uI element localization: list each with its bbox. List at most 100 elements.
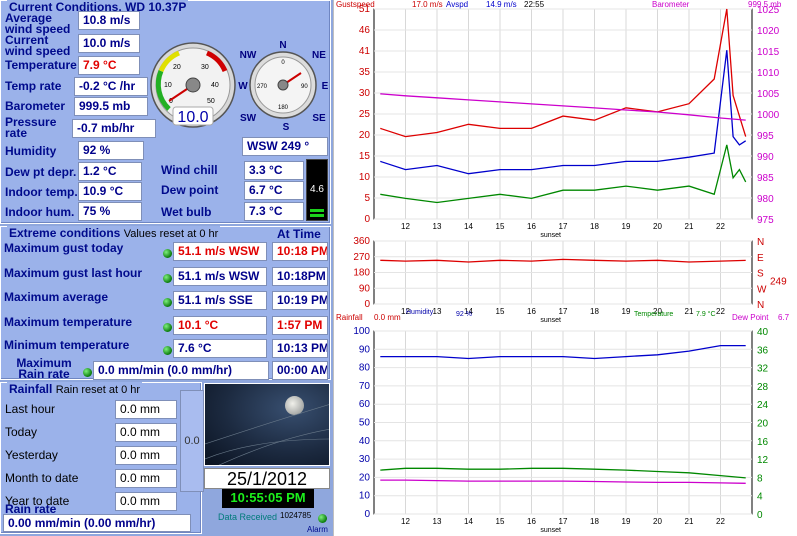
header-temp-value: 7.9 °C bbox=[696, 310, 716, 318]
x-tick-label: 22 bbox=[716, 307, 725, 316]
dew-depression-value: 1.2 °C bbox=[78, 162, 142, 181]
y-right-tick-label: W bbox=[757, 284, 767, 295]
alarm-label: Alarm bbox=[307, 525, 328, 534]
y-left-tick-label: 51 bbox=[359, 4, 371, 15]
direction-line-0 bbox=[380, 258, 746, 263]
alarm-led[interactable] bbox=[318, 514, 327, 523]
header-time: 22:55 bbox=[524, 0, 545, 9]
compass-w: W bbox=[238, 81, 248, 92]
rain-row-label: Today bbox=[5, 425, 38, 439]
x-tick-label: 20 bbox=[653, 307, 662, 316]
extreme-row-label: Minimum temperature bbox=[4, 338, 130, 352]
y-left-tick-label: 0 bbox=[364, 214, 370, 225]
header-dew-label: Dew Point bbox=[732, 313, 769, 322]
gauge-value: 10.0 bbox=[177, 109, 208, 126]
current-conditions-title: Current Conditions, WD 10.37P bbox=[7, 0, 189, 14]
extreme-row-time: 00:00 AM bbox=[272, 361, 328, 380]
x-tick-label: 20 bbox=[653, 222, 662, 231]
y-right-tick-label: 1025 bbox=[757, 5, 780, 16]
x-tick-label: 21 bbox=[685, 517, 694, 526]
gauge-tick-10: 10 bbox=[164, 82, 172, 89]
y-left-tick-label: 180 bbox=[353, 268, 370, 279]
extreme-conditions-panel: Extreme conditions Values reset at 0 hr … bbox=[0, 226, 331, 380]
y-left-tick-label: 50 bbox=[359, 418, 371, 429]
x-tick-label: 19 bbox=[622, 307, 631, 316]
y-right-tick-label: 12 bbox=[757, 455, 769, 466]
weather-graphs[interactable]: 12 13 14 15 16 17 18 19 20 21 22sunset051015202530… bbox=[334, 0, 797, 536]
series-line-3 bbox=[380, 93, 746, 121]
x-tick-label: 17 bbox=[559, 222, 568, 231]
rain-row-value: 0.0 mm bbox=[115, 469, 177, 488]
wind-chill-label: Wind chill bbox=[161, 163, 218, 177]
x-tick-label: 19 bbox=[622, 517, 631, 526]
y-left-tick-label: 30 bbox=[359, 454, 371, 465]
extreme-row-time: 10:19 PM bbox=[272, 291, 328, 310]
humidity-value: 92 % bbox=[78, 141, 144, 160]
x-tick-label: 18 bbox=[590, 222, 599, 231]
compass-sw: SW bbox=[240, 113, 257, 124]
rain-row-value: 0.0 mm bbox=[115, 400, 177, 419]
y-left-tick-label: 360 bbox=[353, 236, 370, 247]
at-time-header: At Time bbox=[277, 227, 321, 241]
y-left-tick-label: 20 bbox=[359, 472, 371, 483]
header-rain-value: 0.0 mm bbox=[374, 313, 401, 322]
x-tick-label: 16 bbox=[527, 517, 536, 526]
compass-se: SE bbox=[312, 113, 326, 124]
moon-icon bbox=[285, 396, 304, 415]
y-left-tick-label: 270 bbox=[353, 252, 370, 263]
compass-n: N bbox=[279, 40, 286, 51]
extreme-row-label: Maximum Rain rate bbox=[16, 356, 72, 381]
rain-rate-label: Rain rate bbox=[5, 502, 57, 516]
x-tick-label: 21 bbox=[685, 307, 694, 316]
extreme-row-indicator bbox=[163, 323, 172, 332]
x-tick-label: 14 bbox=[464, 222, 473, 231]
gauge-tick-0: 0 bbox=[169, 98, 173, 105]
y-right-tick-label: 20 bbox=[757, 419, 769, 430]
compass-tick-90: 90 bbox=[301, 84, 308, 90]
date-display: 25/1/2012 bbox=[204, 468, 330, 489]
y-left-tick-label: 10 bbox=[359, 491, 371, 502]
clock-display: 10:55:05 PM bbox=[222, 489, 314, 508]
extreme-row-indicator bbox=[163, 274, 172, 283]
x-tick-label: 17 bbox=[559, 517, 568, 526]
extreme-row-value: 51.1 m/s WSW bbox=[173, 267, 267, 286]
x-tick-label: 16 bbox=[527, 307, 536, 316]
indoor-hum-value: 75 % bbox=[78, 202, 142, 221]
header-baro-label: Barometer bbox=[652, 0, 690, 9]
header-temp-label: Temperature bbox=[634, 311, 673, 318]
compass-e: E bbox=[322, 81, 329, 92]
y-left-tick-label: 70 bbox=[359, 381, 371, 392]
current-wind-label: Current wind speed bbox=[5, 33, 71, 58]
graphs-area: 12 13 14 15 16 17 18 19 20 21 22 sunset 0 5 10 15 20 25 30… bbox=[333, 0, 797, 536]
y-left-tick-label: 90 bbox=[359, 344, 371, 355]
y-left-tick-label: 0 bbox=[364, 509, 370, 520]
x-tick-label: 15 bbox=[496, 307, 505, 316]
series-line-2 bbox=[380, 144, 747, 204]
barometer-value: 999.5 mb bbox=[74, 97, 148, 116]
gauge-tick-20: 20 bbox=[173, 64, 181, 71]
y-left-tick-label: 10 bbox=[359, 172, 371, 183]
compass-tick-0: 0 bbox=[281, 60, 285, 66]
y-right-tick-label: 995 bbox=[757, 131, 774, 142]
gauge-tick-50: 50 bbox=[207, 98, 215, 105]
y-right-tick-label: 24 bbox=[757, 400, 769, 411]
rain-gauge: 0.0 bbox=[180, 390, 204, 492]
y-left-tick-label: 80 bbox=[359, 363, 371, 374]
rain-row-value: 0.0 mm bbox=[115, 492, 177, 511]
y-right-tick-label: E bbox=[757, 253, 764, 264]
thermo-line-2 bbox=[380, 479, 746, 484]
y-right-tick-label: N bbox=[757, 300, 764, 311]
compass-ne: NE bbox=[312, 50, 326, 61]
pressure-rate-value: -0.7 mb/hr bbox=[72, 119, 156, 138]
header-dew-value: 6.7 bbox=[778, 313, 790, 322]
indoor-hum-label: Indoor hum. bbox=[5, 205, 75, 219]
wind-direction-value: WSW 249 ° bbox=[242, 137, 328, 156]
rain-row-label: Month to date bbox=[5, 471, 79, 485]
y-right-tick-label: 40 bbox=[757, 327, 769, 338]
x-tick-label: 15 bbox=[496, 517, 505, 526]
extreme-row-indicator bbox=[163, 298, 172, 307]
x-tick-label: 13 bbox=[433, 307, 442, 316]
x-tick-label: 14 bbox=[464, 517, 473, 526]
extreme-row-value: 7.6 °C bbox=[173, 339, 267, 358]
sunset-label: sunset bbox=[540, 527, 561, 534]
